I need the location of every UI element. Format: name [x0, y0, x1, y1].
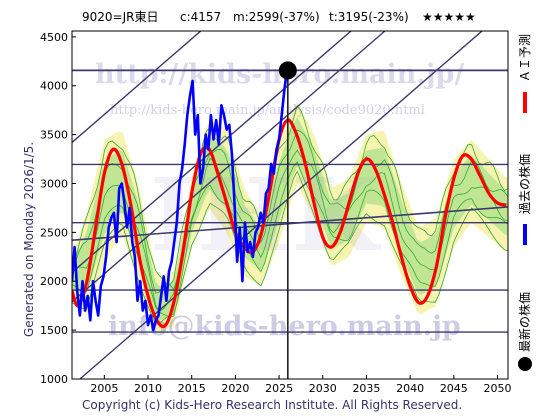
- latest-point-layer: [278, 61, 297, 80]
- generated-label: Generated on Monday 2026/1/5.: [22, 142, 36, 337]
- latest-price-marker: [278, 61, 297, 80]
- y-tick-label-2500: 2500: [40, 226, 68, 239]
- header-t-value: t:3195(-23%): [329, 10, 409, 24]
- channel-line-5: [72, 206, 508, 241]
- x-tick-label-2050: 2050: [484, 382, 512, 395]
- legend-past-price-label: 過去の株価: [517, 154, 532, 214]
- x-axis-ticks: 2005 2010 2015 2020 2025 2030 2035 2040 2045 2050: [90, 375, 512, 395]
- y-tick-label-2000: 2000: [40, 275, 68, 288]
- header-code-name: 9020=JR東日: [82, 10, 158, 24]
- band-line-1: [72, 170, 508, 325]
- legend: ＡＩ予測 過去の株価 最新の株価: [517, 34, 532, 371]
- header-current-price: c:4157: [180, 10, 221, 24]
- series-past-price: [72, 70, 289, 332]
- copyright-text: Copyright (c) Kids-Hero Research Institu…: [82, 398, 462, 412]
- x-tick-label-2045: 2045: [440, 382, 468, 395]
- header-stars: ★★★★★: [422, 10, 476, 24]
- y-tick-label-1500: 1500: [40, 324, 68, 337]
- plot-frame: [71, 30, 509, 380]
- x-tick-label-2015: 2015: [178, 382, 206, 395]
- channel-lines-layer: [72, 31, 508, 379]
- legend-latest-price-label: 最新の株価: [517, 292, 532, 352]
- x-tick-label-2040: 2040: [396, 382, 424, 395]
- y-tick-label-3000: 3000: [40, 177, 68, 190]
- channel-line-1: [72, 31, 202, 143]
- channel-line-2: [72, 31, 353, 273]
- legend-ai-forecast-label: ＡＩ予測: [518, 34, 532, 82]
- band-line-2: [72, 161, 508, 318]
- x-tick-label-2025: 2025: [265, 382, 293, 395]
- channel-line-3: [72, 31, 386, 303]
- band-line-4: [72, 129, 508, 294]
- y-tick-label-1000: 1000: [40, 373, 68, 386]
- watermark-email: info@kids-hero.main.jp: [108, 311, 461, 342]
- band-line-5: [72, 104, 508, 286]
- y-tick-label-3500: 3500: [40, 129, 68, 142]
- legend-latest-price-swatch: [518, 357, 532, 371]
- x-tick-label-2020: 2020: [221, 382, 249, 395]
- x-tick-label-2030: 2030: [309, 382, 337, 395]
- x-tick-label-2035: 2035: [352, 382, 380, 395]
- x-tick-label-2005: 2005: [90, 382, 118, 395]
- watermark-url-top: http://kids-hero.main.jp/: [95, 59, 464, 90]
- header-m-value: m:2599(-37%): [233, 10, 320, 24]
- watermark-url-mid: http://kids-hero.main.jp/analysis/code90…: [110, 103, 425, 118]
- y-axis-ticks: 1000 1500 2000 2500 3000 3500 4000 4500: [40, 31, 76, 386]
- y-tick-label-4000: 4000: [40, 80, 68, 93]
- x-tick-label-2010: 2010: [134, 382, 162, 395]
- y-tick-label-4500: 4500: [40, 31, 68, 44]
- channel-line-4: [78, 31, 484, 379]
